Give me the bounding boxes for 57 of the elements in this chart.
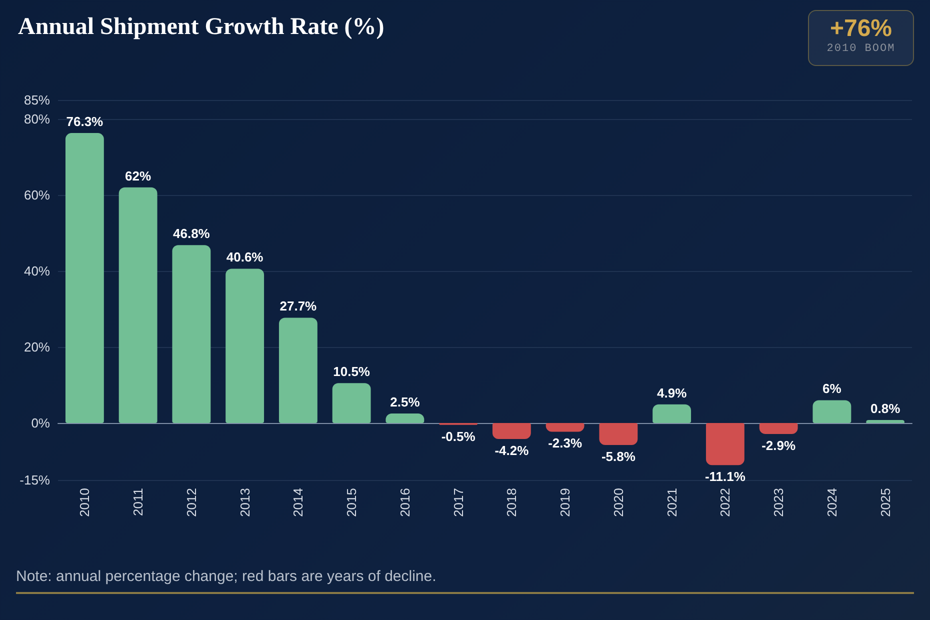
- bar: [278, 318, 318, 423]
- data-label: 40.6%: [226, 250, 264, 265]
- x-tick-label: 2018: [504, 488, 520, 517]
- x-tick-label: 2015: [344, 488, 360, 517]
- x-tick-label: 2014: [290, 488, 306, 517]
- data-label: -4.2%: [494, 442, 530, 458]
- data-label: 4.9%: [656, 385, 688, 400]
- y-tick-label: -15%: [20, 472, 50, 488]
- bar: [332, 383, 371, 423]
- chart-title: Annual Shipment Growth Rate (%): [18, 14, 384, 41]
- data-label: 6%: [822, 381, 842, 396]
- bar: [706, 423, 744, 466]
- x-tick-label: 2017: [450, 488, 466, 517]
- y-tick-label: 85%: [24, 92, 50, 108]
- y-tick-label: 0%: [31, 416, 50, 430]
- highlight-card: +76% 2010 BOOM: [808, 10, 914, 66]
- data-label: 0.8%: [870, 400, 901, 416]
- bar: [492, 423, 531, 439]
- x-tick-label: 2012: [184, 488, 199, 517]
- y-tick-label: 40%: [24, 264, 50, 278]
- bar: [386, 414, 424, 423]
- bar: [652, 404, 692, 423]
- data-label: -2.3%: [548, 436, 582, 451]
- bar: [546, 423, 584, 432]
- text: Note: annual percentage change; red bars are years of decline.: [16, 568, 436, 585]
- data-label: -11.1%: [704, 469, 746, 484]
- bar: [118, 187, 158, 423]
- bar: [65, 133, 104, 423]
- x-tick-label: 2024: [824, 488, 840, 517]
- x-tick-label: 2025: [878, 488, 893, 517]
- y-tick-label: 80%: [24, 112, 50, 126]
- data-label: 62%: [125, 168, 152, 184]
- x-tick-label: 2021: [664, 488, 680, 517]
- y-tick-label: 60%: [24, 188, 50, 202]
- bar: [812, 400, 852, 423]
- data-label: -5.8%: [601, 449, 636, 464]
- data-label: 76.3%: [66, 114, 104, 130]
- bar: [866, 420, 905, 423]
- data-label: 46.8%: [173, 226, 210, 242]
- x-tick-label: 2023: [771, 488, 786, 517]
- x-tick-label: 2022: [718, 488, 733, 517]
- x-tick-label: 2013: [237, 488, 252, 517]
- x-tick-label: 2010: [77, 488, 92, 517]
- x-tick-label: 2020: [610, 488, 626, 517]
- x-tick-label: 2019: [558, 488, 573, 517]
- bar: [599, 423, 638, 446]
- data-label: -0.5%: [441, 428, 476, 444]
- x-tick-label: 2016: [397, 488, 412, 517]
- bar: [226, 268, 264, 423]
- bar: [172, 245, 211, 423]
- y-tick-label: 20%: [24, 340, 50, 354]
- x-tick-label: 2011: [130, 488, 146, 516]
- data-label: 27.7%: [280, 298, 318, 314]
- data-label: 10.5%: [333, 364, 370, 380]
- data-label: 2.5%: [390, 394, 420, 410]
- bar: [759, 423, 798, 434]
- data-label: -2.9%: [762, 438, 796, 454]
